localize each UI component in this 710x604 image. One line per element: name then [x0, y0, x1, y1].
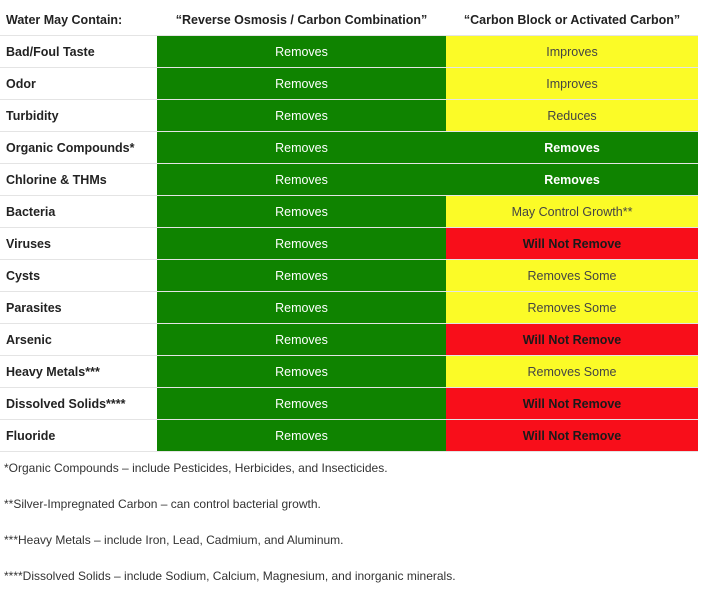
table-row: Arsenic Removes Will Not Remove [0, 323, 698, 356]
table-row: Turbidity Removes Reduces [0, 99, 698, 132]
carbon-result-cell: Improves [446, 67, 698, 100]
carbon-result-cell: Removes [446, 131, 698, 164]
table-row: Bad/Foul Taste Removes Improves [0, 35, 698, 68]
ro-result-cell: Removes [157, 67, 446, 100]
ro-result-cell: Removes [157, 163, 446, 196]
table-row: Bacteria Removes May Control Growth** [0, 195, 698, 228]
row-label: Viruses [0, 227, 157, 260]
ro-result-cell: Removes [157, 291, 446, 324]
carbon-result-cell: Will Not Remove [446, 387, 698, 420]
table-row: Cysts Removes Removes Some [0, 259, 698, 292]
row-label: Parasites [0, 291, 157, 324]
ro-result-cell: Removes [157, 99, 446, 132]
row-label: Organic Compounds* [0, 131, 157, 164]
ro-result-cell: Removes [157, 195, 446, 228]
table-row: Dissolved Solids**** Removes Will Not Remo… [0, 387, 698, 420]
row-label: Arsenic [0, 323, 157, 356]
ro-result-cell: Removes [157, 387, 446, 420]
carbon-result-cell: May Control Growth** [446, 195, 698, 228]
ro-result-cell: Removes [157, 355, 446, 388]
table-row: Viruses Removes Will Not Remove [0, 227, 698, 260]
footnote: ***Heavy Metals – include Iron, Lead, Ca… [4, 533, 344, 547]
row-label: Bacteria [0, 195, 157, 228]
footnotes: *Organic Compounds – include Pesticides,… [4, 460, 456, 604]
carbon-result-cell: Removes [446, 163, 698, 196]
ro-result-cell: Removes [157, 131, 446, 164]
row-label: Fluoride [0, 419, 157, 452]
row-label: Chlorine & THMs [0, 163, 157, 196]
footnote: **Silver-Impregnated Carbon – can contro… [4, 497, 321, 511]
carbon-result-cell: Removes Some [446, 259, 698, 292]
carbon-result-cell: Will Not Remove [446, 419, 698, 452]
header-contaminant: Water May Contain: [0, 4, 157, 36]
carbon-result-cell: Will Not Remove [446, 227, 698, 260]
carbon-result-cell: Removes Some [446, 291, 698, 324]
footnote: *Organic Compounds – include Pesticides,… [4, 461, 388, 475]
carbon-result-cell: Removes Some [446, 355, 698, 388]
ro-result-cell: Removes [157, 259, 446, 292]
ro-result-cell: Removes [157, 323, 446, 356]
table-row: Parasites Removes Removes Some [0, 291, 698, 324]
row-label: Bad/Foul Taste [0, 35, 157, 68]
header-reverse-osmosis: “Reverse Osmosis / Carbon Combination” [157, 4, 446, 36]
ro-result-cell: Removes [157, 35, 446, 68]
header-carbon-block: “Carbon Block or Activated Carbon” [446, 4, 698, 36]
comparison-table: Water May Contain: “Reverse Osmosis / Ca… [0, 4, 698, 452]
carbon-result-cell: Improves [446, 35, 698, 68]
row-label: Cysts [0, 259, 157, 292]
row-label: Turbidity [0, 99, 157, 132]
row-label: Odor [0, 67, 157, 100]
footnote: ****Dissolved Solids – include Sodium, C… [4, 569, 456, 583]
table-row: Odor Removes Improves [0, 67, 698, 100]
ro-result-cell: Removes [157, 419, 446, 452]
table-row: Heavy Metals*** Removes Removes Some [0, 355, 698, 388]
row-label: Heavy Metals*** [0, 355, 157, 388]
ro-result-cell: Removes [157, 227, 446, 260]
carbon-result-cell: Will Not Remove [446, 323, 698, 356]
carbon-result-cell: Reduces [446, 99, 698, 132]
row-label: Dissolved Solids**** [0, 387, 157, 420]
table-row: Fluoride Removes Will Not Remove [0, 419, 698, 452]
table-header-row: Water May Contain: “Reverse Osmosis / Ca… [0, 4, 698, 36]
table-row: Chlorine & THMs Removes Removes [0, 163, 698, 196]
table-row: Organic Compounds* Removes Removes [0, 131, 698, 164]
